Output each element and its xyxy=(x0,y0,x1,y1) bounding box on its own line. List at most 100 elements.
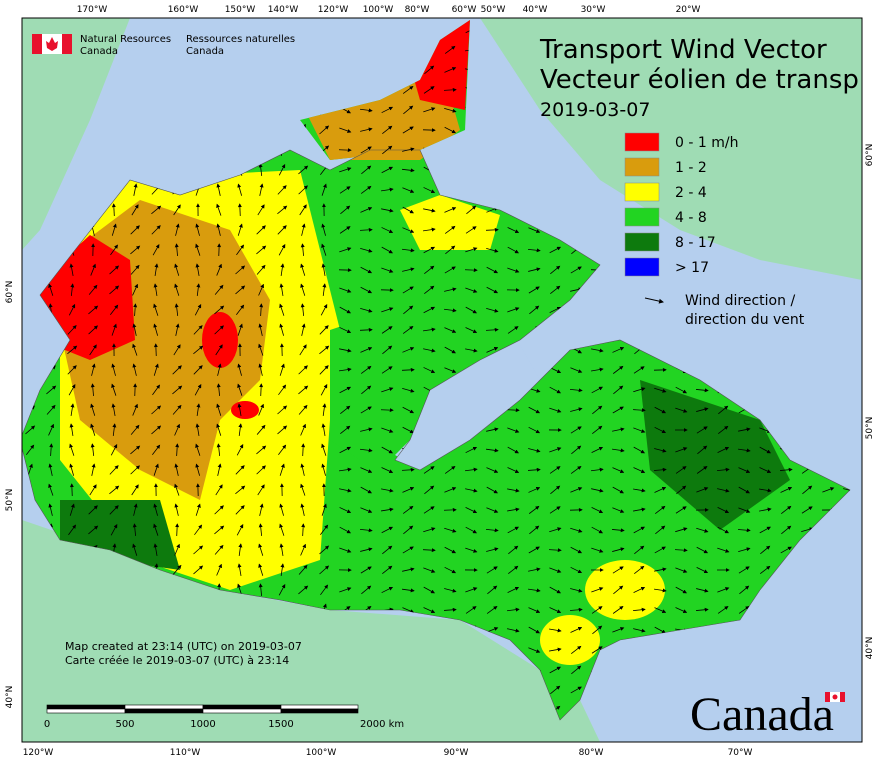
wind-arrow xyxy=(529,525,540,535)
wind-arrow xyxy=(506,408,520,413)
wind-arrow xyxy=(280,263,285,276)
wind-arrow xyxy=(279,503,284,516)
wind-arrow xyxy=(780,546,792,554)
wind-arrow xyxy=(381,227,394,234)
wind-arrow xyxy=(549,407,562,413)
wind-arrow xyxy=(717,488,730,493)
wind-arrow xyxy=(130,264,140,275)
wind-arrow xyxy=(486,566,498,574)
wind-arrow xyxy=(381,326,393,334)
wind-arrow xyxy=(571,665,582,675)
wind-arrow xyxy=(570,426,582,434)
wind-arrow xyxy=(339,547,352,553)
wind-arrow xyxy=(571,445,582,455)
scale-segment xyxy=(46,708,126,714)
wind-arrow xyxy=(238,543,243,556)
wind-arrow xyxy=(402,267,415,272)
wind-arrow xyxy=(402,546,414,554)
wind-arrow xyxy=(592,425,603,435)
wind-arrow xyxy=(402,206,414,214)
wind-arrow xyxy=(256,245,267,255)
wind-arrow xyxy=(674,548,688,553)
wind-arrow xyxy=(360,406,372,414)
scale-segment xyxy=(124,704,204,710)
wind-arrow xyxy=(153,323,159,336)
wind-arrow xyxy=(216,563,222,576)
wind-arrow xyxy=(193,365,203,375)
wind-arrow xyxy=(216,203,222,216)
wind-arrow xyxy=(613,585,624,595)
wind-arrow xyxy=(110,524,118,536)
wind-arrow xyxy=(279,463,285,476)
wind-arrow xyxy=(464,467,478,472)
wind-arrow xyxy=(675,506,687,514)
wind-arrow xyxy=(151,225,161,235)
wind-arrow xyxy=(507,488,520,493)
wind-arrow xyxy=(633,628,646,633)
usa xyxy=(22,520,600,742)
wind-arrow xyxy=(361,385,372,395)
wind-arrow xyxy=(424,485,435,495)
wind-arrow xyxy=(382,545,393,555)
wind-arrow xyxy=(26,444,35,455)
wind-arrow xyxy=(359,528,373,533)
wind-arrow xyxy=(716,467,730,472)
wind-arrow xyxy=(423,246,436,254)
wind-arrow xyxy=(633,427,646,433)
wind-arrow xyxy=(298,404,308,415)
wind-arrow xyxy=(759,526,771,534)
wind-arrow xyxy=(172,385,183,395)
wind-arrow xyxy=(506,607,520,612)
wind-arrow xyxy=(445,245,456,255)
wind-arrow xyxy=(444,45,456,54)
wind-arrow xyxy=(444,266,456,274)
wind-arrow xyxy=(360,286,373,294)
wind-arrow xyxy=(300,283,306,296)
scale-bar: 0 500 1000 1500 2000 km xyxy=(44,704,404,730)
wind-arrow xyxy=(153,463,159,476)
wind-arrow xyxy=(717,506,730,514)
wind-arrow xyxy=(321,263,326,276)
wind-arrow xyxy=(236,524,244,536)
wind-arrow xyxy=(402,387,415,393)
wind-arrow xyxy=(549,506,561,514)
wind-arrow xyxy=(339,186,351,194)
wind-arrow xyxy=(695,388,709,393)
wind-arrow xyxy=(549,647,562,652)
wind-arrow xyxy=(760,545,771,555)
wind-arrow xyxy=(173,204,181,216)
wind-arrow xyxy=(696,546,709,554)
wind-arrow xyxy=(633,586,646,593)
wind-arrow xyxy=(339,446,352,454)
wind-arrow xyxy=(675,607,688,613)
wind-arrow xyxy=(612,547,625,552)
wind-arrow xyxy=(633,467,646,473)
wind-arrow xyxy=(507,227,520,234)
lon-label: 100°W xyxy=(363,5,394,15)
scale-segment xyxy=(280,704,359,710)
wind-arrow xyxy=(801,527,814,533)
wind-arrow xyxy=(570,645,582,654)
wind-arrow xyxy=(570,527,583,533)
wind-arrow xyxy=(696,466,708,474)
wind-arrow xyxy=(360,547,373,552)
wind-arrow xyxy=(196,403,201,416)
wind-arrow xyxy=(423,367,436,374)
wind-arrow xyxy=(612,365,624,374)
wind-arrow xyxy=(444,67,457,73)
legend-label: 8 - 17 xyxy=(675,235,716,251)
wind-arrow xyxy=(381,267,394,273)
wind-arrow xyxy=(216,183,221,196)
wind-arrow xyxy=(423,327,436,332)
wind-arrow xyxy=(654,546,666,554)
frame xyxy=(21,17,863,743)
wind-arrow xyxy=(444,225,456,234)
wind-arrow xyxy=(779,467,793,472)
wind-arrow xyxy=(528,567,541,572)
wind-arrow xyxy=(634,545,645,555)
wind-arrow xyxy=(300,503,305,516)
wind-arrow xyxy=(632,607,646,612)
wind-arrow xyxy=(277,185,287,195)
wind-arrow xyxy=(195,503,201,516)
wind-arrow xyxy=(675,386,688,394)
